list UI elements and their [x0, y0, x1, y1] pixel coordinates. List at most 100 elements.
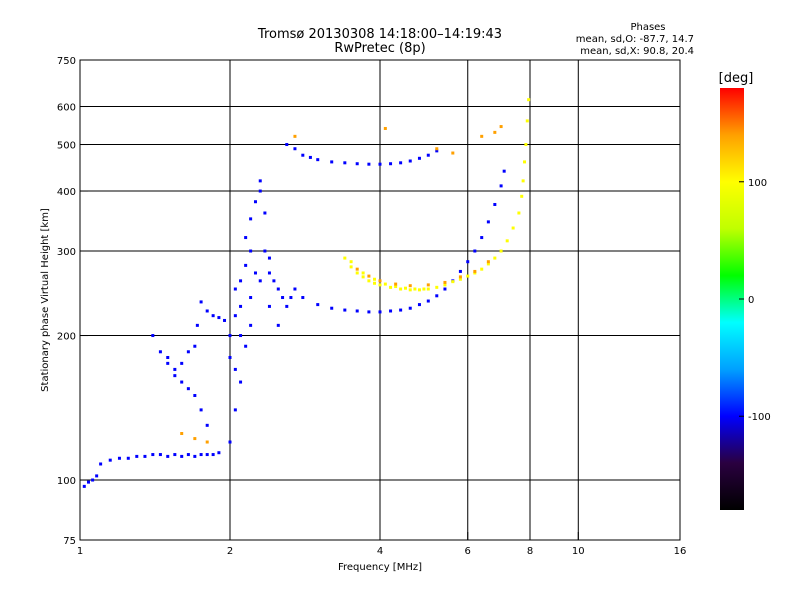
data-point — [228, 355, 232, 359]
data-point — [293, 134, 297, 138]
data-point — [173, 374, 177, 378]
data-point — [258, 279, 262, 283]
colorbar-tick-label: -100 — [748, 412, 771, 423]
data-point — [458, 269, 462, 273]
data-point — [205, 440, 209, 444]
data-point — [361, 271, 365, 275]
data-point — [443, 287, 447, 291]
data-point — [244, 263, 248, 267]
data-point — [378, 162, 382, 166]
data-point — [443, 283, 447, 287]
data-point — [383, 282, 387, 286]
data-point — [99, 462, 103, 466]
data-point — [523, 160, 527, 164]
data-point — [502, 169, 506, 173]
data-point — [521, 179, 525, 183]
data-point — [193, 454, 197, 458]
data-point — [186, 387, 190, 391]
data-point — [426, 153, 430, 157]
data-point — [403, 286, 407, 290]
data-point — [493, 202, 497, 206]
data-point — [517, 211, 521, 215]
data-point — [389, 285, 393, 289]
data-point — [253, 200, 257, 204]
data-point — [511, 226, 515, 230]
data-point — [408, 284, 412, 288]
data-point — [217, 316, 221, 320]
data-point — [108, 458, 112, 462]
data-point — [499, 184, 503, 188]
data-point — [301, 153, 305, 157]
data-point — [258, 179, 262, 183]
data-point — [367, 162, 371, 166]
data-point — [301, 296, 305, 300]
x-tick-label: 1 — [77, 546, 83, 557]
data-point — [285, 143, 289, 147]
data-point — [426, 283, 430, 287]
data-point — [199, 453, 203, 457]
data-point — [205, 423, 209, 427]
y-tick-label: 400 — [57, 187, 76, 198]
data-point — [505, 239, 509, 243]
data-point — [458, 275, 462, 279]
stats-line-x: mean, sd,X: 90.8, 20.4 — [580, 46, 694, 57]
data-point — [373, 281, 377, 285]
data-point — [378, 279, 382, 283]
data-point — [399, 161, 403, 165]
data-point — [355, 309, 359, 313]
data-point — [316, 303, 320, 307]
data-point — [451, 280, 455, 284]
data-point — [244, 236, 248, 240]
data-point — [217, 451, 221, 455]
data-point — [473, 249, 477, 253]
data-point — [422, 287, 426, 291]
data-point — [367, 310, 371, 314]
x-tick-label: 2 — [227, 546, 233, 557]
data-point — [151, 334, 155, 338]
data-point — [417, 156, 421, 160]
data-point — [233, 314, 237, 318]
data-point — [413, 287, 417, 291]
colorbar-ticks: 100 0 -100 — [739, 178, 771, 423]
data-point — [435, 147, 439, 151]
data-point — [249, 323, 253, 327]
data-point — [451, 151, 455, 155]
data-point — [399, 308, 403, 312]
data-point — [180, 432, 184, 436]
x-tick-label: 8 — [527, 546, 533, 557]
data-point — [520, 194, 524, 198]
data-point — [173, 367, 177, 371]
y-tick-label: 500 — [57, 141, 76, 152]
data-point — [249, 217, 253, 221]
data-point — [330, 306, 334, 310]
data-point — [355, 271, 359, 275]
x-tick-label: 16 — [674, 546, 687, 557]
data-point — [343, 308, 347, 312]
data-point — [86, 480, 90, 484]
data-point — [293, 147, 297, 151]
data-point — [389, 162, 393, 166]
data-point — [272, 279, 276, 283]
data-point — [258, 189, 262, 193]
data-point — [186, 453, 190, 457]
data-point — [233, 287, 237, 291]
data-point — [166, 355, 170, 359]
data-point — [417, 303, 421, 307]
data-point — [117, 456, 121, 460]
data-point — [486, 220, 490, 224]
data-point — [316, 158, 320, 162]
data-point — [281, 296, 285, 300]
data-point — [199, 300, 203, 304]
data-point — [253, 271, 257, 275]
chart-subtitle: RwPretec (8p) — [334, 41, 425, 56]
data-point — [458, 277, 462, 281]
colorbar-tick-label: 100 — [748, 178, 767, 189]
data-point — [228, 440, 232, 444]
data-point — [195, 323, 199, 327]
data-point — [394, 285, 398, 289]
data-point — [244, 344, 248, 348]
data-point — [486, 262, 490, 266]
x-axis-label: Frequency [MHz] — [338, 562, 422, 573]
data-points — [82, 98, 531, 488]
data-point — [343, 161, 347, 165]
